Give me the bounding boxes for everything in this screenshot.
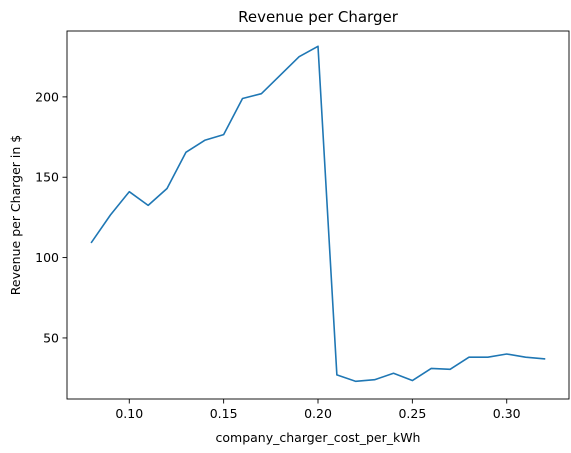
x-tick-label: 0.20 bbox=[304, 406, 332, 421]
y-axis-label: Revenue per Charger in $ bbox=[8, 135, 23, 295]
plot-area: 0.10 0.15 0.20 0.25 0.30 50 100 150 200 bbox=[35, 45, 546, 421]
y-tick-label: 100 bbox=[35, 250, 59, 265]
y-tick-label: 200 bbox=[35, 89, 59, 104]
axes-frame bbox=[66, 30, 570, 400]
x-tick-label: 0.25 bbox=[398, 406, 426, 421]
chart-title: Revenue per Charger bbox=[238, 8, 399, 26]
x-tick-label: 0.15 bbox=[210, 406, 238, 421]
x-tick-label: 0.30 bbox=[493, 406, 521, 421]
y-tick-label: 50 bbox=[43, 330, 59, 345]
x-tick-label: 0.10 bbox=[115, 406, 143, 421]
y-tick-label: 150 bbox=[35, 170, 59, 185]
series-line bbox=[90, 45, 546, 383]
x-axis-label: company_charger_cost_per_kWh bbox=[216, 430, 421, 445]
